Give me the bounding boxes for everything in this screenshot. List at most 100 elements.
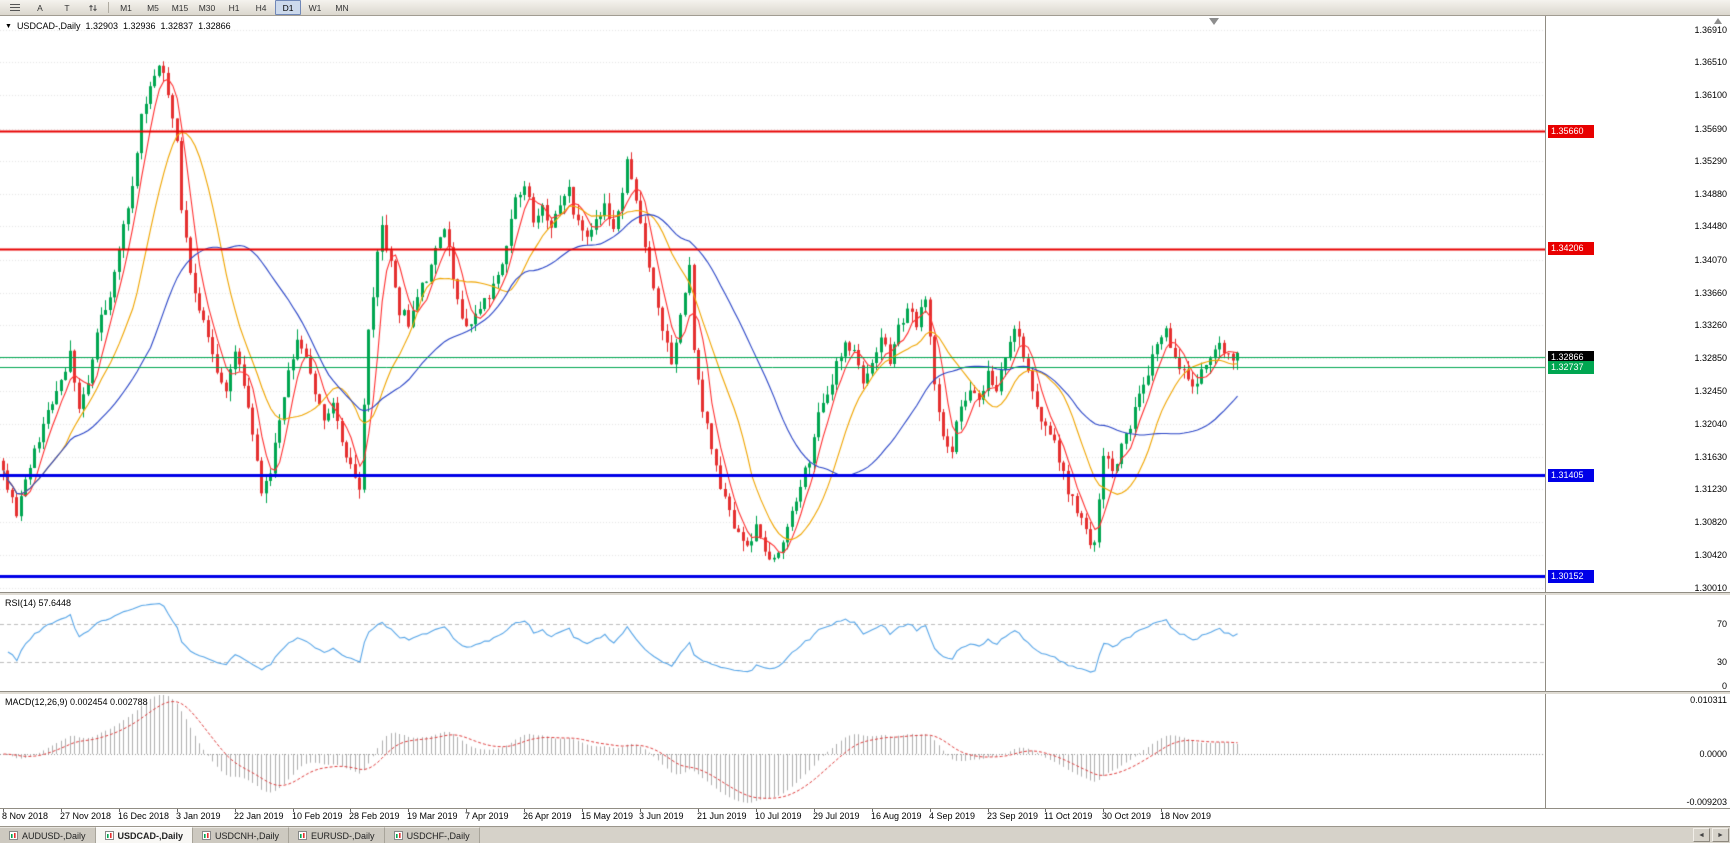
timeframe-button-m5[interactable]: M5: [147, 2, 159, 13]
price-scale-tick: 1.30420: [1694, 549, 1727, 560]
price-scale-tick: 1.34480: [1694, 221, 1727, 232]
rsi-scale-tick: 70: [1716, 618, 1727, 629]
rsi-panel-canvas[interactable]: [0, 595, 1546, 691]
tabs-scroll-left-button[interactable]: ◄: [1693, 828, 1710, 842]
chart-tab-usdcnh[interactable]: USDCNH-,Daily: [193, 827, 290, 843]
macd-scale-min: -0.009203: [1686, 797, 1727, 807]
price-scale-tick: 1.35690: [1694, 123, 1727, 134]
price-line-badge[interactable]: 1.35660: [1548, 124, 1594, 138]
main-chart-canvas[interactable]: [0, 16, 1546, 592]
price-scale-tick: 1.31630: [1694, 451, 1727, 462]
price-scale-tick: 1.33660: [1694, 287, 1727, 298]
date-axis-tick: [988, 809, 989, 812]
date-axis-tick: [524, 809, 525, 812]
type-tool-button[interactable]: T: [64, 2, 70, 13]
date-axis-label: 3 Jun 2019: [639, 811, 684, 821]
macd-label: MACD(12,26,9) 0.002454 0.002788: [5, 697, 148, 707]
tab-label: AUDUSD-,Daily: [22, 830, 86, 841]
price-scale-separator[interactable]: [1545, 16, 1546, 808]
text-tool-button[interactable]: A: [37, 2, 43, 13]
panel-divider[interactable]: [0, 691, 1730, 694]
price-line-badge[interactable]: 1.30152: [1548, 569, 1594, 583]
tab-label: EURUSD-,Daily: [311, 830, 375, 841]
date-axis-tick: [1103, 809, 1104, 812]
date-axis-label: 4 Sep 2019: [929, 811, 976, 821]
price-scale-tick: 1.32040: [1694, 418, 1727, 429]
price-scale-tick: 1.35290: [1694, 155, 1727, 166]
price-scale-tick: 1.36100: [1694, 90, 1727, 101]
timeframe-button-m15[interactable]: M15: [171, 2, 189, 13]
tab-label: USDCHF-,Daily: [406, 830, 470, 841]
date-axis-tick: [3, 809, 4, 812]
rsi-label: RSI(14) 57.6448: [5, 598, 72, 608]
price-line-badge[interactable]: 1.34206: [1548, 242, 1594, 256]
timeframe-button-h4[interactable]: H4: [255, 2, 267, 13]
macd-scale-max: 0.010311: [1690, 695, 1727, 705]
price-scale-tick: 1.36510: [1694, 57, 1727, 68]
macd-panel-canvas[interactable]: [0, 694, 1546, 808]
date-axis-tick: [61, 809, 62, 812]
symbol-name: USDCAD-,Daily: [16, 21, 81, 31]
date-axis-tick: [640, 809, 641, 812]
panel-divider[interactable]: [0, 592, 1730, 595]
price-scale-tick: 1.31230: [1694, 484, 1727, 495]
chart-tab-eurusd[interactable]: EURUSD-,Daily: [289, 827, 385, 843]
arrows-tool-icon[interactable]: [81, 0, 104, 15]
price-line-badge[interactable]: 1.32866: [1548, 350, 1594, 364]
timeframe-button-m1[interactable]: M1: [120, 2, 132, 13]
date-axis[interactable]: [0, 808, 1730, 826]
date-axis-tick: [1045, 809, 1046, 812]
rsi-scale-tick: 30: [1716, 657, 1727, 668]
chart-tab-usdchf[interactable]: USDCHF-,Daily: [384, 827, 480, 843]
date-axis-label: 23 Sep 2019: [987, 811, 1039, 821]
date-axis-tick: [1161, 809, 1162, 812]
date-axis-label: 18 Nov 2019: [1160, 811, 1212, 821]
chart-tab-audusd[interactable]: AUDUSD-,Daily: [0, 827, 96, 843]
high-value: 1.32936: [123, 21, 156, 31]
toolbar: A T M1 M5 M15 M30 H1 H4 D1 W1 MN: [0, 0, 1730, 16]
chart-tab-usdcad[interactable]: USDCAD-,Daily: [95, 827, 194, 843]
tabs-scroll-right-button[interactable]: ►: [1712, 828, 1729, 842]
timeframe-button-mn[interactable]: MN: [335, 2, 349, 13]
date-axis-tick: [293, 809, 294, 812]
date-axis-label: 11 Oct 2019: [1044, 811, 1093, 821]
date-axis-label: 8 Nov 2018: [2, 811, 49, 821]
date-axis-label: 3 Jan 2019: [176, 811, 221, 821]
timeframe-button-h1[interactable]: H1: [228, 2, 240, 13]
chart-shift-marker[interactable]: [1209, 18, 1219, 25]
price-scale-arrow-icon: [1714, 18, 1722, 24]
date-axis-label: 28 Feb 2019: [349, 811, 400, 821]
date-axis-tick: [350, 809, 351, 812]
menu-icon[interactable]: [3, 0, 26, 15]
date-axis-label: 29 Jul 2019: [813, 811, 860, 821]
price-scale-tick: 1.36910: [1694, 24, 1727, 35]
price-scale-tick: 1.30820: [1694, 517, 1727, 528]
open-value: 1.32903: [85, 21, 118, 31]
price-scale-tick: 1.32450: [1694, 385, 1727, 396]
date-axis-tick: [872, 809, 873, 812]
tab-chart-icon: [202, 831, 212, 840]
tab-chart-icon: [298, 831, 308, 840]
date-axis-label: 10 Feb 2019: [292, 811, 343, 821]
timeframe-button-group: M1 M5 M15 M30 H1 H4 D1 W1 MN: [113, 0, 355, 15]
tab-chart-icon: [9, 831, 18, 840]
timeframe-button-d1[interactable]: D1: [275, 0, 301, 15]
symbol-ohlc-line: ▼ USDCAD-,Daily 1.32903 1.32936 1.32837 …: [5, 21, 231, 31]
chart-tabs: AUDUSD-,Daily USDCAD-,Daily USDCNH-,Daily E…: [0, 827, 480, 843]
tab-chart-icon: [393, 831, 403, 840]
toolbar-separator: [108, 2, 109, 13]
tab-label: USDCNH-,Daily: [215, 830, 280, 841]
date-axis-label: 19 Mar 2019: [407, 811, 458, 821]
date-axis-label: 22 Jan 2019: [234, 811, 284, 821]
price-scale-tick: 1.32850: [1694, 353, 1727, 364]
price-line-badge[interactable]: 1.31405: [1548, 468, 1594, 482]
price-line-badge[interactable]: 1.32737: [1548, 360, 1594, 374]
date-axis-label: 7 Apr 2019: [465, 811, 509, 821]
close-value: 1.32866: [198, 21, 231, 31]
timeframe-button-m30[interactable]: M30: [198, 2, 216, 13]
date-axis-tick: [582, 809, 583, 812]
timeframe-button-w1[interactable]: W1: [308, 2, 322, 13]
date-axis-tick: [408, 809, 409, 812]
date-axis-label: 26 Apr 2019: [523, 811, 572, 821]
